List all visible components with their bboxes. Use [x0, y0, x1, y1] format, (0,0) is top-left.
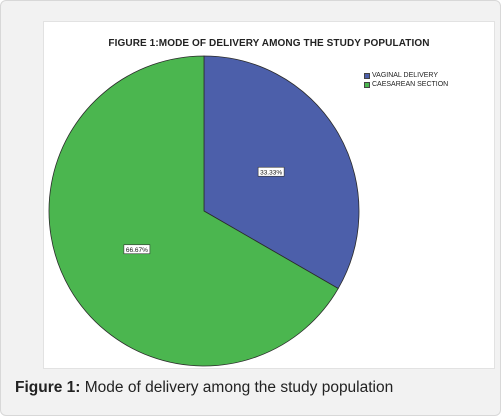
svg-text:66.67%: 66.67% [126, 247, 148, 254]
svg-text:33.33%: 33.33% [260, 170, 282, 177]
legend-swatch [364, 81, 370, 88]
legend-swatch [364, 72, 370, 79]
pie-chart: 33.33% 66.67% [48, 55, 360, 367]
caption-label: Figure 1: [15, 379, 81, 396]
legend-label: VAGINAL DELIVERY [372, 72, 439, 79]
legend-item: VAGINAL DELIVERY [364, 71, 448, 80]
pie-slice-caesarean-section [48, 55, 339, 367]
legend: VAGINAL DELIVERY CAESAREAN SECTION [364, 71, 448, 89]
pie-data-label: 33.33% [257, 166, 285, 177]
legend-item: CAESAREAN SECTION [364, 80, 448, 89]
pie-data-label: 66.67% [123, 244, 151, 255]
caption-text: Mode of delivery among the study populat… [84, 379, 394, 396]
chart-title: FIGURE 1:MODE OF DELIVERY AMONG THE STUD… [108, 38, 430, 49]
legend-label: CAESAREAN SECTION [372, 81, 449, 88]
figure-caption: Figure 1: Mode of delivery among the stu… [15, 379, 393, 397]
chart-panel: FIGURE 1:MODE OF DELIVERY AMONG THE STUD… [43, 21, 495, 369]
